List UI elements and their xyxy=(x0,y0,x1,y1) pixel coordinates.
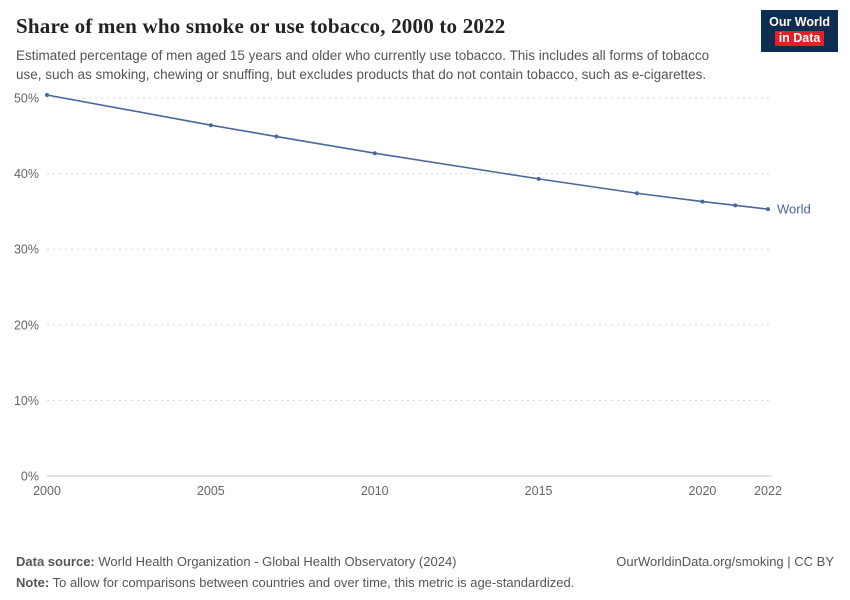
x-tick-label: 2022 xyxy=(754,484,782,498)
note-label: Note: xyxy=(16,575,50,590)
y-tick-label: 0% xyxy=(21,470,39,484)
data-point[interactable] xyxy=(208,123,213,128)
data-point[interactable] xyxy=(536,177,541,182)
owid-logo-line2: in Data xyxy=(774,30,825,47)
owid-logo[interactable]: Our World in Data xyxy=(761,10,838,53)
x-tick-label: 2020 xyxy=(689,484,717,498)
data-point[interactable] xyxy=(372,151,377,156)
data-point[interactable] xyxy=(45,93,49,98)
data-point[interactable] xyxy=(700,199,705,204)
data-source-line: Data source: World Health Organization -… xyxy=(16,554,457,569)
series-label-world[interactable]: World xyxy=(777,202,811,217)
chart-title: Share of men who smoke or use tobacco, 2… xyxy=(16,14,506,38)
data-point[interactable] xyxy=(766,207,770,212)
y-tick-label: 40% xyxy=(14,167,39,181)
data-source-text: World Health Organization - Global Healt… xyxy=(94,554,457,569)
data-point[interactable] xyxy=(634,191,639,196)
x-tick-label: 2000 xyxy=(33,484,61,498)
x-tick-label: 2010 xyxy=(361,484,389,498)
data-source-label: Data source: xyxy=(16,554,95,569)
y-tick-label: 50% xyxy=(14,92,39,106)
owid-link[interactable]: OurWorldinData.org/smoking | CC BY xyxy=(616,554,834,569)
chart-header: Share of men who smoke or use tobacco, 2… xyxy=(0,0,850,84)
data-point[interactable] xyxy=(733,203,738,208)
x-tick-label: 2005 xyxy=(197,484,225,498)
y-tick-label: 20% xyxy=(14,319,39,333)
x-tick-label: 2015 xyxy=(525,484,553,498)
y-tick-label: 10% xyxy=(14,394,39,408)
chart-footer: Data source: World Health Organization -… xyxy=(0,554,850,590)
note-text: To allow for comparisons between countri… xyxy=(49,575,575,590)
chart-area: 0% 10% 20% 30% 40% 50% 2000 2005 2010 2015 2020 202… xyxy=(0,86,850,506)
series-line-world xyxy=(46,94,769,211)
y-tick-label: 30% xyxy=(14,243,39,257)
chart-subtitle: Estimated percentage of men aged 15 year… xyxy=(16,48,710,83)
owid-logo-line1: Our World xyxy=(769,15,830,29)
line-chart-svg: 0% 10% 20% 30% 40% 50% 2000 2005 2010 2015 2020 202… xyxy=(14,92,811,499)
data-point[interactable] xyxy=(274,134,279,139)
